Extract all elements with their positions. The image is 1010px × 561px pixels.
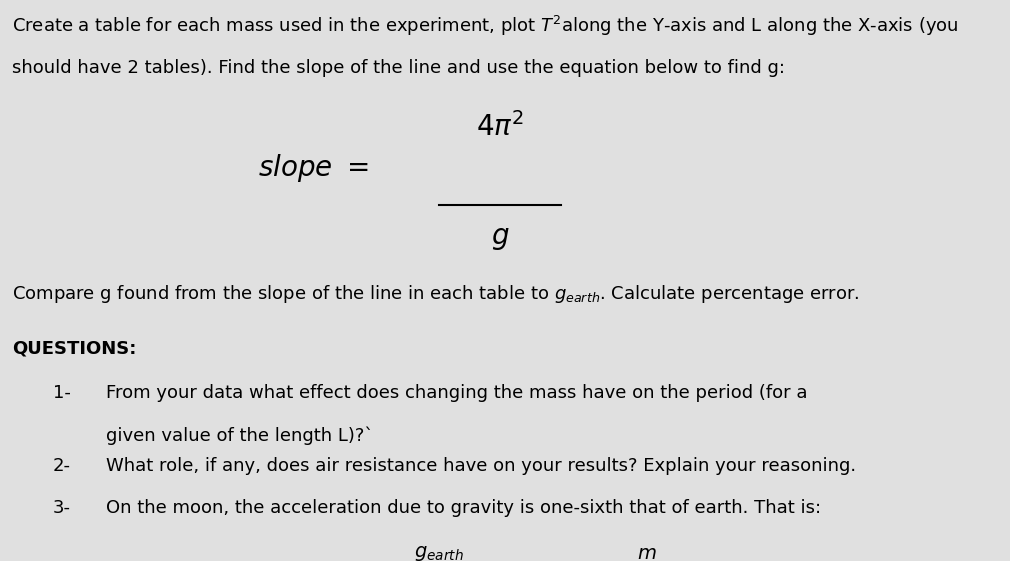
Text: 3-: 3- bbox=[53, 499, 71, 517]
Text: given value of the length L)?`: given value of the length L)?` bbox=[106, 426, 374, 445]
Text: On the moon, the acceleration due to gravity is one-sixth that of earth. That is: On the moon, the acceleration due to gra… bbox=[106, 499, 821, 517]
Text: $slope\ =\ $: $slope\ =\ $ bbox=[258, 152, 369, 185]
Text: QUESTIONS:: QUESTIONS: bbox=[12, 339, 136, 357]
Text: should have 2 tables). Find the slope of the line and use the equation below to : should have 2 tables). Find the slope of… bbox=[12, 59, 785, 77]
Text: What role, if any, does air resistance have on your results? Explain your reason: What role, if any, does air resistance h… bbox=[106, 457, 856, 475]
Text: 1-: 1- bbox=[53, 384, 71, 402]
Text: Compare g found from the slope of the line in each table to $g_{earth}$. Calcula: Compare g found from the slope of the li… bbox=[12, 283, 860, 305]
Text: $g$: $g$ bbox=[491, 224, 509, 252]
Text: $m$: $m$ bbox=[636, 544, 656, 561]
Text: $4\pi^2$: $4\pi^2$ bbox=[476, 112, 524, 142]
Text: From your data what effect does changing the mass have on the period (for a: From your data what effect does changing… bbox=[106, 384, 808, 402]
Text: 2-: 2- bbox=[53, 457, 71, 475]
Text: $g_{earth}$: $g_{earth}$ bbox=[414, 544, 465, 561]
Text: Create a table for each mass used in the experiment, plot $T^2$along the Y-axis : Create a table for each mass used in the… bbox=[12, 14, 958, 38]
